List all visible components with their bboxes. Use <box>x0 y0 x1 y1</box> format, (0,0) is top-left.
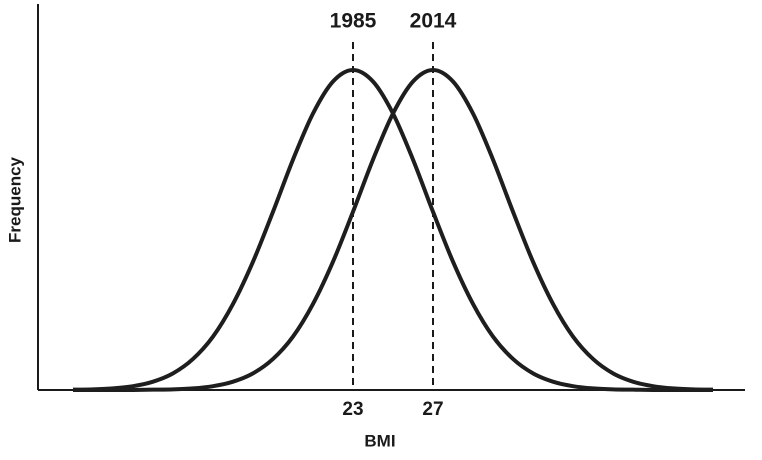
x-tick-label: 23 <box>342 399 363 420</box>
curve <box>73 68 714 393</box>
x-tick-label: 27 <box>422 399 443 420</box>
y-axis-label: Frequency <box>5 156 24 243</box>
series-label: 2014 <box>410 10 457 33</box>
series-label: 1985 <box>330 10 377 33</box>
x-axis-label: BMI <box>364 431 395 450</box>
